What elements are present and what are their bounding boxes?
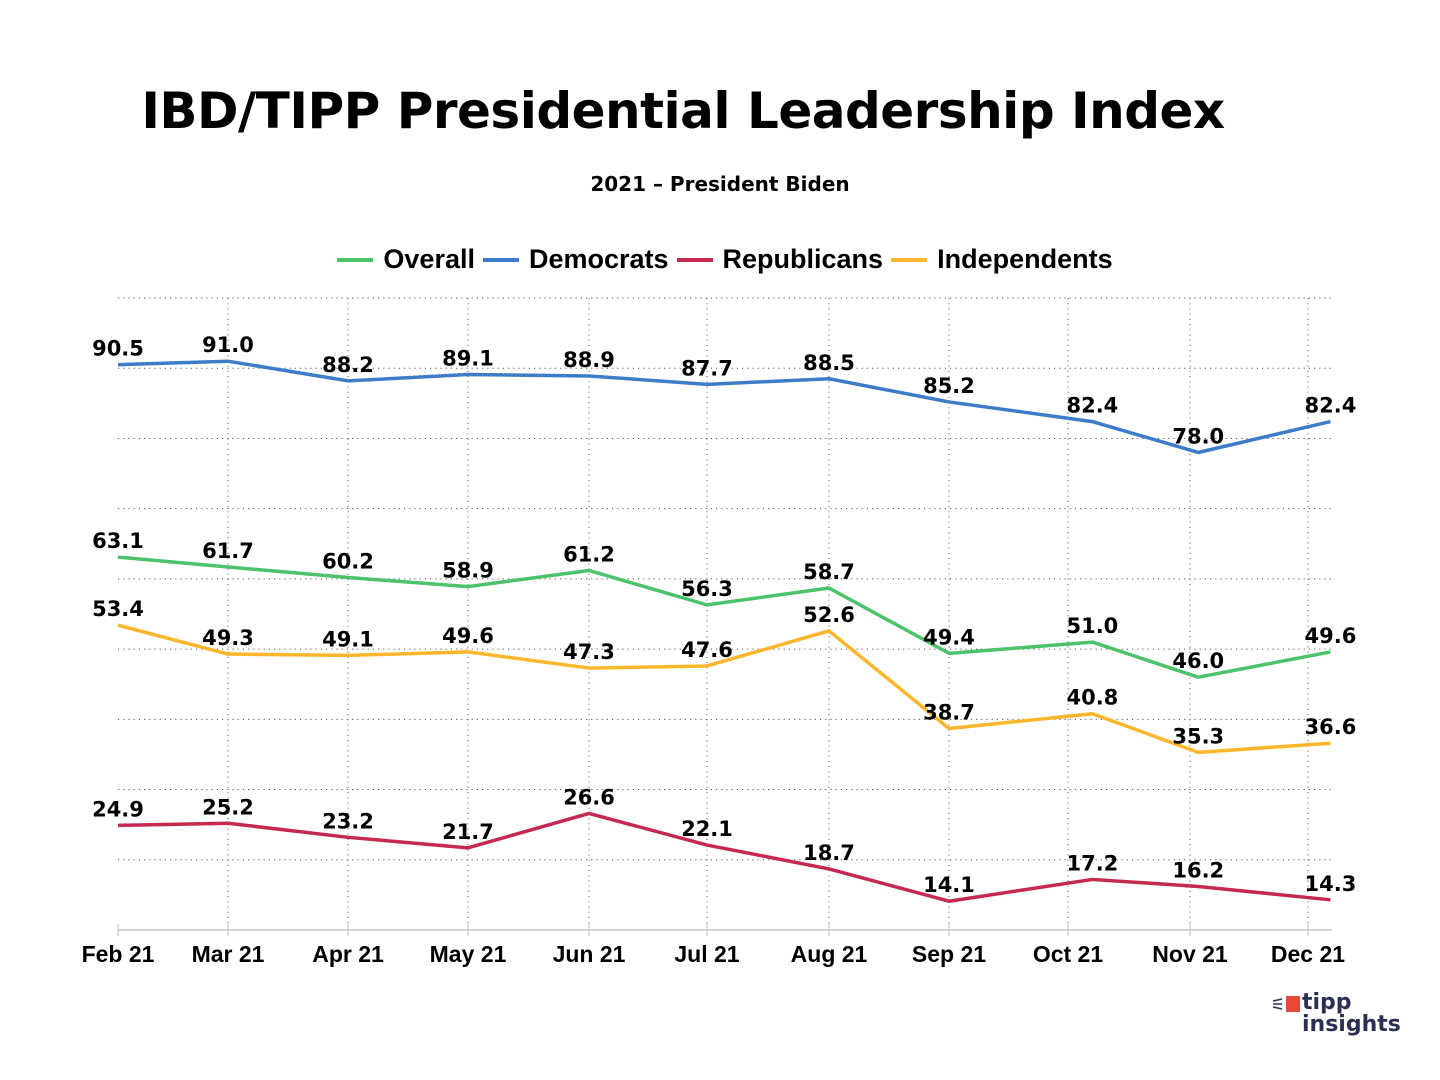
logo-text-tipp: tipp (1302, 990, 1352, 1015)
x-tick-label: Oct 21 (1033, 941, 1104, 967)
data-label: 88.9 (563, 348, 615, 372)
x-tick-label: Feb 21 (82, 941, 155, 967)
x-tick-label: Nov 21 (1152, 941, 1228, 967)
series-line-democrats (117, 359, 1331, 455)
x-tick-label: May 21 (430, 941, 507, 967)
legend-label-overall: Overall (383, 244, 475, 274)
x-tick-label: Jun 21 (553, 941, 626, 967)
data-labels: 63.1 61.7 60.2 58.9 61.2 56.3 58.7 49.4 51.0 46.0… (92, 333, 1356, 897)
data-label: 49.6 (1305, 624, 1357, 648)
series-line-overall (117, 555, 1331, 679)
data-label: 90.5 (92, 337, 144, 361)
legend-item-independents: Independents (891, 244, 1113, 275)
data-label: 63.1 (92, 529, 144, 553)
x-axis: Feb 21 Mar 21 Apr 21 May 21 Jun 21 Jul 21 Aug … (82, 924, 1345, 967)
data-label: 89.1 (442, 347, 494, 371)
series-line-independents (117, 623, 1331, 755)
tipp-insights-logo: tipp insights (1272, 990, 1412, 1044)
data-label: 51.0 (1066, 614, 1118, 638)
data-label: 87.7 (681, 356, 733, 380)
data-label: 25.2 (202, 795, 254, 819)
data-label: 85.2 (923, 374, 975, 398)
data-label: 18.7 (803, 841, 855, 865)
data-label: 60.2 (322, 549, 374, 573)
data-label: 58.7 (803, 560, 855, 584)
data-label: 17.2 (1066, 851, 1118, 875)
logo-text-insights: insights (1302, 1012, 1401, 1037)
data-label: 36.6 (1305, 715, 1357, 739)
x-tick-label: Sep 21 (912, 941, 986, 967)
data-label: 26.6 (563, 785, 615, 809)
data-label: 49.1 (322, 627, 374, 651)
data-label: 47.6 (681, 638, 733, 662)
data-label: 47.3 (563, 640, 615, 664)
series-line-republicans (117, 811, 1331, 903)
chart-subtitle: 2021 – President Biden (590, 172, 850, 196)
data-label: 38.7 (923, 700, 975, 724)
data-label: 78.0 (1172, 424, 1224, 448)
logo-speed-lines-icon (1272, 998, 1283, 1010)
legend-swatch-independents (891, 257, 928, 262)
data-label: 58.9 (442, 559, 494, 583)
x-tick-label: Jul 21 (674, 941, 739, 967)
legend: Overall Democrats Republicans Independen… (0, 244, 1440, 275)
data-label: 82.4 (1066, 394, 1118, 418)
legend-label-democrats: Democrats (528, 244, 669, 274)
legend-swatch-overall (337, 257, 374, 262)
data-label: 52.6 (803, 603, 855, 627)
data-label: 91.0 (202, 333, 254, 357)
data-label: 22.1 (681, 817, 733, 841)
data-label: 40.8 (1066, 686, 1118, 710)
logo-flag-icon (1286, 996, 1300, 1012)
data-label: 49.3 (202, 626, 254, 650)
x-tick-label: Mar 21 (192, 941, 265, 967)
data-label: 21.7 (442, 820, 494, 844)
data-label: 23.2 (322, 809, 374, 833)
data-label: 24.9 (92, 797, 144, 821)
x-tick-label: Aug 21 (791, 941, 868, 967)
data-label: 16.2 (1172, 858, 1224, 882)
legend-item-republicans: Republicans (676, 244, 884, 275)
legend-label-republicans: Republicans (722, 244, 884, 274)
data-label: 88.5 (803, 351, 855, 375)
legend-item-overall: Overall (337, 244, 475, 275)
legend-swatch-democrats (482, 257, 519, 262)
x-tick-label: Apr 21 (312, 941, 384, 967)
data-label: 14.1 (923, 873, 975, 897)
data-label: 49.6 (442, 624, 494, 648)
legend-item-democrats: Democrats (482, 244, 669, 275)
data-label: 88.2 (322, 353, 374, 377)
data-label: 61.2 (563, 542, 615, 566)
data-label: 61.7 (202, 539, 254, 563)
data-label: 46.0 (1172, 649, 1224, 673)
chart-title: IBD/TIPP Presidential Leadership Index (141, 82, 1225, 140)
series-lines (117, 359, 1331, 903)
data-label: 53.4 (92, 597, 144, 621)
data-label: 56.3 (681, 577, 733, 601)
x-tick-label: Dec 21 (1271, 941, 1345, 967)
data-label: 35.3 (1172, 724, 1224, 748)
data-label: 82.4 (1305, 394, 1357, 418)
data-label: 14.3 (1305, 872, 1357, 896)
legend-swatch-republicans (676, 257, 713, 262)
legend-label-independents: Independents (937, 244, 1113, 274)
data-label: 49.4 (923, 625, 975, 649)
